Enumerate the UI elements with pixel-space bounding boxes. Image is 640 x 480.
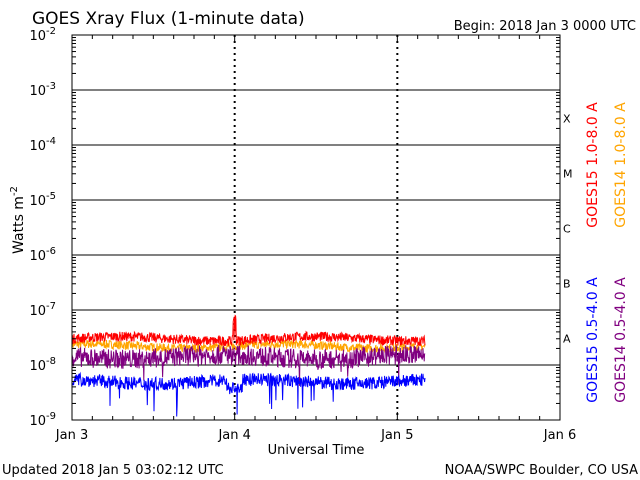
y-tick-label: 10-3	[29, 81, 56, 99]
legend-entry: GOES14 0.5-4.0 A	[613, 277, 629, 403]
flare-class-label: B	[563, 278, 571, 291]
y-axis-label: Watts m-2	[9, 186, 27, 254]
flare-class-label: C	[563, 223, 571, 236]
series-line	[71, 371, 426, 417]
series-layer	[71, 314, 426, 417]
flare-classes: X M C B A	[563, 113, 573, 346]
y-tick-label: 10-9	[29, 411, 56, 429]
y-axis-label-main: Watts m	[11, 196, 27, 254]
grid	[72, 35, 560, 420]
x-tick-label: Jan 5	[380, 428, 413, 443]
y-tick-label: 10-6	[29, 246, 56, 264]
legend-entry: GOES15 0.5-4.0 A	[585, 277, 601, 403]
source-label: NOAA/SWPC Boulder, CO USA	[445, 463, 638, 478]
flare-class-label: M	[563, 168, 573, 181]
x-axis-label: Universal Time	[268, 443, 365, 458]
y-tick-label: 10-5	[29, 191, 56, 209]
legend-entry: GOES14 1.0-8.0 A	[613, 102, 629, 228]
y-tick-label: 10-8	[29, 356, 56, 374]
chart-title: GOES Xray Flux (1-minute data)	[32, 9, 305, 29]
y-ticks: 10-2 10-3 10-4 10-5 10-6 10-7 10-8 10-9	[29, 26, 560, 429]
legend-entry: GOES15 1.0-8.0 A	[585, 102, 601, 228]
y-tick-label: 10-4	[29, 136, 56, 154]
y-tick-label: 10-7	[29, 301, 56, 319]
x-tick-label: Jan 6	[543, 428, 576, 443]
x-tick-label: Jan 3	[55, 428, 88, 443]
series-line	[71, 314, 426, 347]
begin-label: Begin: 2018 Jan 3 0000 UTC	[454, 19, 636, 34]
series-line	[71, 344, 426, 386]
x-tick-label: Jan 4	[217, 428, 250, 443]
flare-class-label: A	[563, 333, 571, 346]
series-spike	[233, 318, 237, 341]
legend: GOES15 1.0-8.0 A GOES14 1.0-8.0 A GOES15 0…	[585, 102, 629, 403]
flare-class-label: X	[563, 113, 571, 126]
y-tick-label: 10-2	[29, 26, 56, 44]
y-axis-label-exponent: -2	[9, 186, 20, 196]
updated-label: Updated 2018 Jan 5 03:02:12 UTC	[2, 463, 224, 478]
x-ticks: Jan 3 Jan 4 Jan 5 Jan 6	[55, 35, 576, 443]
